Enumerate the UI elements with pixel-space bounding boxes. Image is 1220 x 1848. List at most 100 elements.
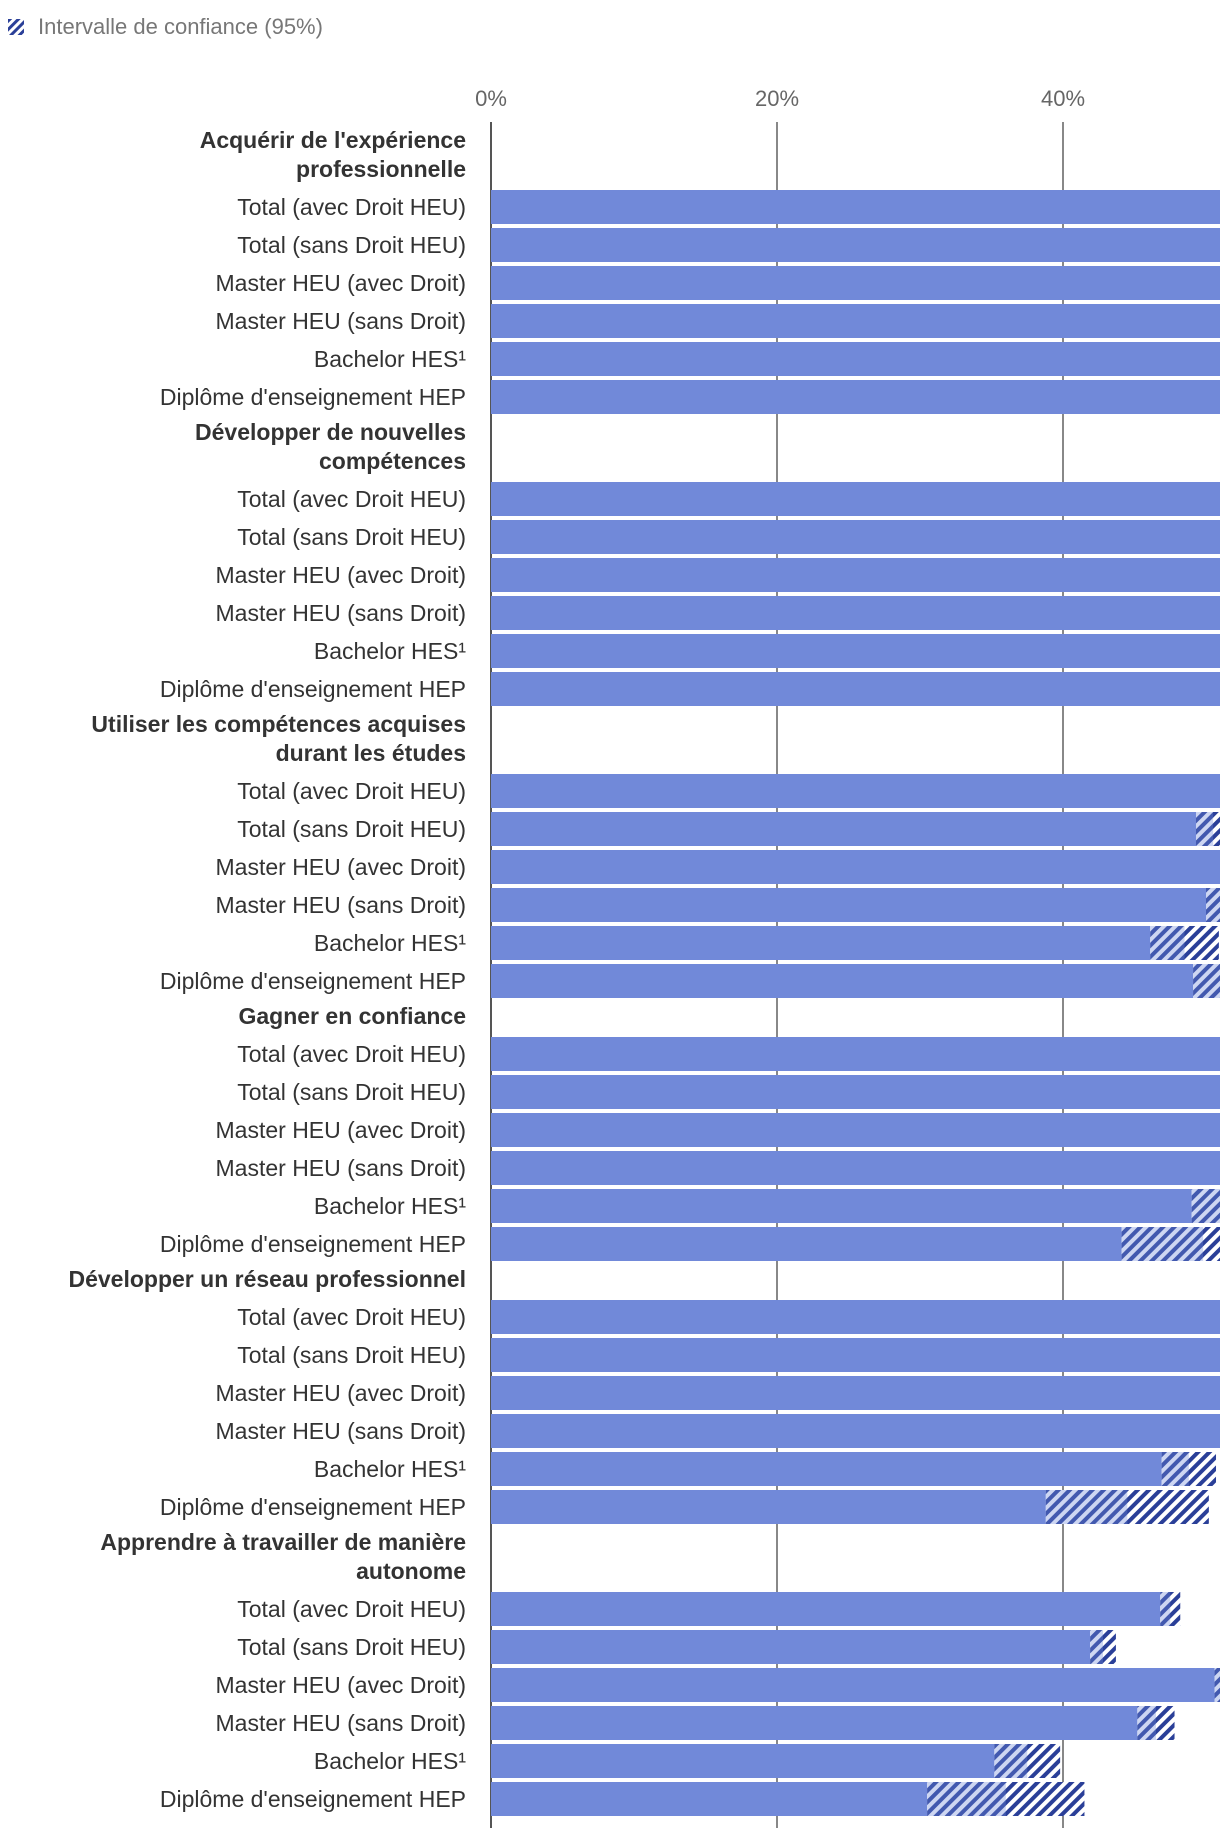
bar-value-segment [1214, 1668, 1220, 1702]
category-label: Diplôme d'enseignement HEP [160, 1494, 466, 1520]
bar-value-segment [1191, 1189, 1220, 1223]
category-label: Master HEU (sans Droit) [216, 1710, 466, 1736]
bar [491, 228, 1220, 262]
bar [491, 1300, 1220, 1334]
category-label: Diplôme d'enseignement HEP [160, 676, 466, 702]
category-label: Bachelor HES¹ [314, 1748, 466, 1774]
bar-value-segment [1045, 1490, 1128, 1524]
confidence-interval [1150, 926, 1219, 960]
bar [491, 634, 1220, 668]
group-title: compétences [319, 448, 466, 474]
confidence-interval [1195, 812, 1220, 846]
bar [491, 1075, 1220, 1109]
bar [491, 1189, 1192, 1223]
category-label: Total (avec Droit HEU) [237, 486, 466, 512]
category-label: Master HEU (sans Droit) [216, 1418, 466, 1444]
category-label: Total (sans Droit HEU) [237, 524, 466, 550]
bar [491, 482, 1220, 516]
confidence-interval [1161, 1452, 1217, 1486]
bar [491, 1452, 1162, 1486]
bar [491, 1037, 1220, 1071]
category-label: Diplôme d'enseignement HEP [160, 384, 466, 410]
confidence-interval [1045, 1490, 1209, 1524]
bar-value-segment [927, 1782, 1006, 1816]
confidence-interval-swatch-icon [8, 19, 24, 35]
category-label: Total (avec Droit HEU) [237, 778, 466, 804]
group-title: autonome [356, 1558, 466, 1584]
category-label: Master HEU (sans Droit) [216, 600, 466, 626]
confidence-interval [994, 1744, 1061, 1778]
bar [491, 1630, 1091, 1664]
bar [491, 812, 1196, 846]
category-label: Bachelor HES¹ [314, 930, 466, 956]
bar [491, 380, 1220, 414]
category-label: Total (sans Droit HEU) [237, 232, 466, 258]
category-label: Total (sans Droit HEU) [237, 1079, 466, 1105]
bar-value-segment [1137, 1706, 1156, 1740]
group-title: Développer de nouvelles [195, 419, 466, 445]
bar [491, 190, 1220, 224]
bar [491, 266, 1220, 300]
group-title: Utiliser les compétences acquises [91, 711, 466, 737]
confidence-interval [1121, 1227, 1220, 1261]
legend-label: Intervalle de confiance (95%) [38, 14, 323, 39]
x-tick-label: 0% [475, 86, 507, 111]
bar [491, 1113, 1220, 1147]
category-label: Master HEU (sans Droit) [216, 308, 466, 334]
bar [491, 1668, 1215, 1702]
group-title: durant les études [276, 740, 466, 766]
bar [491, 558, 1220, 592]
x-tick-label: 20% [755, 86, 799, 111]
confidence-interval [1160, 1592, 1181, 1626]
category-label: Total (avec Droit HEU) [237, 1041, 466, 1067]
category-label: Master HEU (sans Droit) [216, 892, 466, 918]
bar-value-segment [1161, 1452, 1189, 1486]
bar [491, 850, 1220, 884]
bar [491, 774, 1220, 808]
category-label: Total (avec Droit HEU) [237, 1304, 466, 1330]
bar [491, 520, 1220, 554]
bar-value-segment [1160, 1592, 1171, 1626]
group-title: professionnelle [296, 156, 466, 182]
category-label: Diplôme d'enseignement HEP [160, 1786, 466, 1812]
category-label: Master HEU (avec Droit) [216, 1117, 466, 1143]
confidence-interval [1090, 1630, 1116, 1664]
bar [491, 1744, 995, 1778]
bar-value-segment [1090, 1630, 1104, 1664]
bar-value-segment [1206, 888, 1220, 922]
confidence-interval [1214, 1668, 1220, 1702]
group-title: Acquérir de l'expérience [200, 127, 466, 153]
category-label: Master HEU (avec Droit) [216, 854, 466, 880]
bar-value-segment [1121, 1227, 1204, 1261]
confidence-interval [1137, 1706, 1175, 1740]
category-label: Bachelor HES¹ [314, 638, 466, 664]
bar [491, 672, 1220, 706]
bar [491, 596, 1220, 630]
category-label: Diplôme d'enseignement HEP [160, 968, 466, 994]
bar-value-segment [1150, 926, 1185, 960]
confidence-interval [927, 1782, 1085, 1816]
confidence-interval [1193, 964, 1220, 998]
bar [491, 1490, 1046, 1524]
bar [491, 1782, 928, 1816]
group-title: Développer un réseau professionnel [68, 1266, 466, 1292]
category-label: Diplôme d'enseignement HEP [160, 1231, 466, 1257]
bar [491, 1592, 1161, 1626]
category-label: Total (sans Droit HEU) [237, 816, 466, 842]
confidence-interval [1206, 888, 1220, 922]
group-title: Apprendre à travailler de manière [100, 1529, 466, 1555]
bar [491, 964, 1194, 998]
x-tick-label: 40% [1041, 86, 1085, 111]
legend: Intervalle de confiance (95%) [8, 12, 323, 42]
category-label: Bachelor HES¹ [314, 1456, 466, 1482]
bar [491, 1376, 1220, 1410]
bar [491, 1151, 1220, 1185]
bar-value-segment [1195, 812, 1214, 846]
bar [491, 1414, 1220, 1448]
category-label: Bachelor HES¹ [314, 346, 466, 372]
category-label: Master HEU (avec Droit) [216, 1380, 466, 1406]
bar [491, 1338, 1220, 1372]
category-label: Master HEU (avec Droit) [216, 270, 466, 296]
category-label: Total (avec Droit HEU) [237, 1596, 466, 1622]
